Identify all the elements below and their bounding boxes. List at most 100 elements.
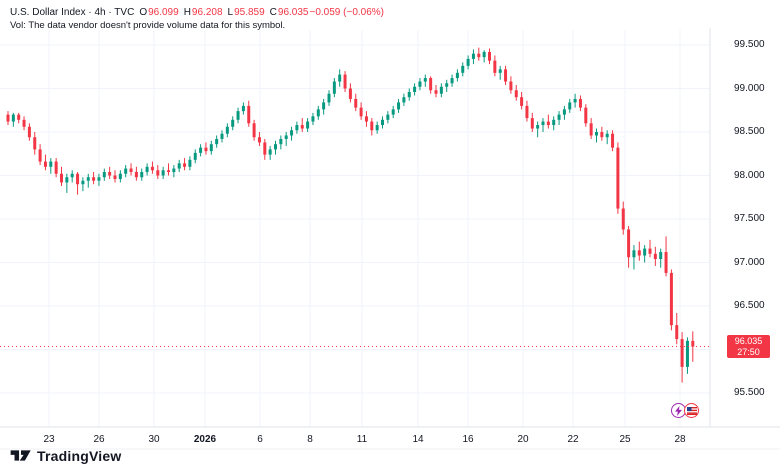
candle-body <box>290 130 294 136</box>
time-axis[interactable]: 23 26 30 2026 6 8 11 14 16 20 22 25 28 <box>0 427 780 449</box>
candle-body <box>215 138 219 145</box>
current-price-tag: 96.035 27:50 <box>727 335 770 359</box>
candle-body <box>76 173 80 185</box>
candle-body <box>156 170 160 176</box>
candle-body <box>97 177 101 181</box>
high-label: H <box>183 7 191 18</box>
candle-body <box>60 173 63 183</box>
candle-body <box>177 163 181 169</box>
volume-message: Vol: The data vendor doesn't provide vol… <box>10 20 286 31</box>
open-label: O <box>139 7 148 18</box>
candle-body <box>466 58 470 66</box>
event-markers <box>671 403 699 418</box>
us-flag-event-icon[interactable] <box>684 403 699 418</box>
candle-body <box>418 81 422 87</box>
candle-body <box>536 125 540 129</box>
candle-body <box>621 208 625 230</box>
time-axis-label: 2026 <box>193 434 217 445</box>
candle-body <box>562 109 566 115</box>
time-axis-label: 20 <box>517 434 529 445</box>
time-axis-label: 26 <box>93 434 105 445</box>
candle-body <box>17 114 21 120</box>
candle-body <box>295 125 299 131</box>
candle-body <box>664 252 668 273</box>
candle-body <box>204 147 208 152</box>
candle-body <box>653 253 657 260</box>
candle-body <box>439 86 443 94</box>
candle-body <box>541 121 545 126</box>
candle-body <box>257 137 261 143</box>
candle-body <box>509 81 513 91</box>
candle-body <box>381 119 384 126</box>
time-axis-label: 11 <box>356 434 368 445</box>
candle-body <box>118 173 122 179</box>
candle-body <box>386 114 390 120</box>
time-axis-label: 23 <box>43 434 55 445</box>
candle-body <box>43 161 47 167</box>
candle-body <box>445 83 449 87</box>
candle-body <box>27 126 31 138</box>
candle-body <box>605 133 609 138</box>
candle-body <box>70 173 74 178</box>
candle-body <box>402 97 406 103</box>
price-axis-label: 97.000 <box>734 256 765 268</box>
candle-body <box>316 109 320 117</box>
price-axis-label: 96.500 <box>734 300 765 311</box>
candle-body <box>172 168 176 173</box>
candle-body <box>648 248 652 254</box>
candle-body <box>268 149 272 155</box>
candle-body <box>675 325 679 340</box>
candle-body <box>471 53 475 59</box>
candle-body <box>354 98 358 108</box>
candle-body <box>643 248 647 256</box>
symbol-title[interactable]: U.S. Dollar Index · 4h · TVC <box>10 7 135 18</box>
candle-body <box>482 51 486 58</box>
candle-body <box>589 123 593 136</box>
candle-body <box>65 177 69 183</box>
bar-countdown: 27:50 <box>737 347 760 358</box>
low-value: 95.859 <box>234 7 265 18</box>
candle-body <box>450 78 454 84</box>
candle-body <box>22 119 26 127</box>
candle-body <box>86 177 90 181</box>
candle-body <box>338 74 342 82</box>
candle-body <box>429 78 433 91</box>
tradingview-logo-icon <box>10 450 31 461</box>
time-axis-label: 6 <box>257 434 263 445</box>
candle-body <box>691 340 695 347</box>
lightning-bolt-icon <box>675 405 682 416</box>
candle-body <box>477 53 481 58</box>
candle-body <box>6 114 10 122</box>
close-label: C <box>269 7 277 18</box>
low-label: L <box>227 7 234 18</box>
candle-body <box>343 74 347 89</box>
candle-body <box>364 116 368 122</box>
candle-body <box>183 163 187 167</box>
candle-body <box>49 161 53 167</box>
candle-body <box>504 69 508 82</box>
price-axis-label: 99.500 <box>734 39 765 50</box>
candle-body <box>263 142 267 155</box>
candle-body <box>461 65 465 73</box>
candle-body <box>455 72 459 79</box>
candle-body <box>637 250 641 256</box>
candle-body <box>247 105 251 124</box>
candle-body <box>199 147 203 153</box>
candle-body <box>150 166 154 171</box>
high-value: 96.208 <box>191 7 223 18</box>
tradingview-logo[interactable]: TradingView <box>10 447 121 464</box>
candle-body <box>102 172 106 178</box>
candle-body <box>407 91 411 98</box>
candle-body <box>413 86 417 92</box>
chart-legend: U.S. Dollar Index · 4h · TVC O96.099 H96.2… <box>10 6 384 32</box>
time-axis-label: 30 <box>148 434 160 445</box>
candle-body <box>279 138 283 145</box>
candle-body <box>225 126 229 134</box>
candle-body <box>568 102 572 110</box>
price-axis[interactable]: 99.500 99.000 98.500 98.000 97.500 97.000 96.5… <box>710 0 780 427</box>
us-flag-icon <box>686 406 697 415</box>
candle-body <box>332 81 336 94</box>
candle-body <box>423 78 427 82</box>
